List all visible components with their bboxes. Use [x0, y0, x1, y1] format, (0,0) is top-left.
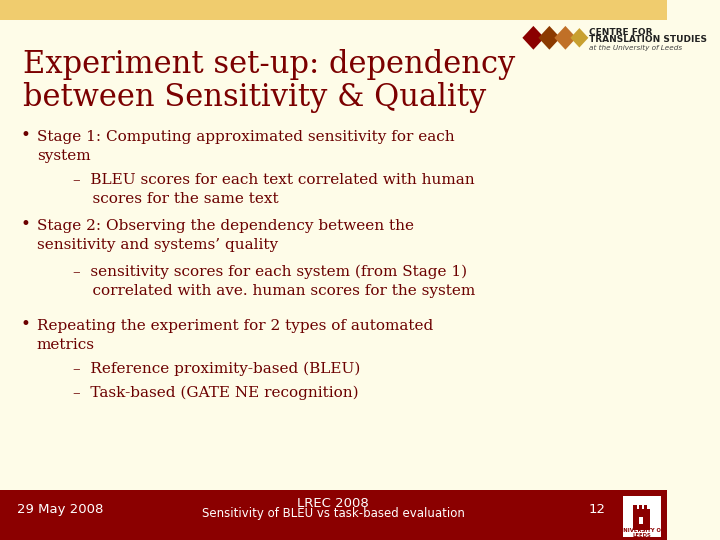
- Text: •: •: [20, 316, 30, 333]
- FancyBboxPatch shape: [620, 491, 663, 539]
- FancyBboxPatch shape: [639, 505, 642, 510]
- Text: Stage 2: Observing the dependency between the
sensitivity and systems’ quality: Stage 2: Observing the dependency betwee…: [37, 219, 414, 252]
- Polygon shape: [539, 26, 560, 50]
- FancyBboxPatch shape: [0, 490, 667, 540]
- Text: CENTRE FOR: CENTRE FOR: [590, 28, 653, 37]
- Text: –  sensitivity scores for each system (from Stage 1)
    correlated with ave. hu: – sensitivity scores for each system (fr…: [73, 265, 476, 298]
- Polygon shape: [570, 28, 588, 48]
- Polygon shape: [554, 26, 577, 50]
- Text: •: •: [20, 127, 30, 144]
- Text: Experiment set-up: dependency: Experiment set-up: dependency: [23, 49, 516, 80]
- Text: 29 May 2008: 29 May 2008: [17, 503, 103, 516]
- Text: –  Task-based (GATE NE recognition): – Task-based (GATE NE recognition): [73, 386, 359, 401]
- Text: Sensitivity of BLEU vs task-based evaluation: Sensitivity of BLEU vs task-based evalua…: [202, 507, 465, 519]
- FancyBboxPatch shape: [0, 0, 667, 20]
- Text: 12: 12: [588, 503, 606, 516]
- Text: at the University of Leeds: at the University of Leeds: [590, 44, 683, 51]
- FancyBboxPatch shape: [634, 505, 636, 510]
- Text: between Sensitivity & Quality: between Sensitivity & Quality: [23, 82, 487, 113]
- Text: Repeating the experiment for 2 types of automated
metrics: Repeating the experiment for 2 types of …: [37, 319, 433, 352]
- Text: Stage 1: Computing approximated sensitivity for each
system: Stage 1: Computing approximated sensitiv…: [37, 130, 454, 163]
- FancyBboxPatch shape: [623, 496, 661, 537]
- Text: –  BLEU scores for each text correlated with human
    scores for the same text: – BLEU scores for each text correlated w…: [73, 173, 475, 206]
- Text: TRANSLATION STUDIES: TRANSLATION STUDIES: [590, 36, 707, 44]
- FancyBboxPatch shape: [639, 517, 644, 524]
- FancyBboxPatch shape: [634, 509, 650, 530]
- Text: UNIVERSITY OF
LEEDS: UNIVERSITY OF LEEDS: [618, 528, 664, 538]
- FancyBboxPatch shape: [644, 505, 647, 510]
- Polygon shape: [523, 26, 544, 50]
- Text: •: •: [20, 216, 30, 233]
- Text: –  Reference proximity-based (BLEU): – Reference proximity-based (BLEU): [73, 362, 361, 376]
- Text: LREC 2008: LREC 2008: [297, 497, 369, 510]
